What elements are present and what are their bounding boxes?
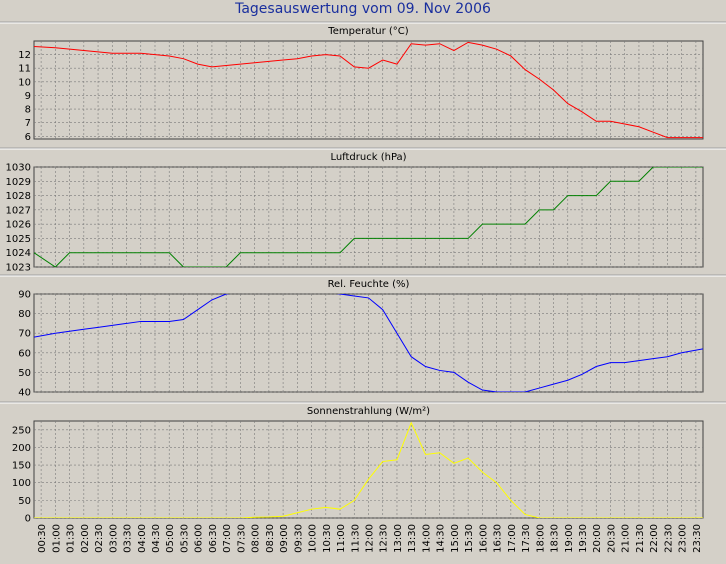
y-tick-label: 12 [18, 50, 31, 61]
x-tick-label: 19:30 [578, 524, 589, 553]
y-tick-label: 6 [25, 132, 31, 143]
series-line [34, 167, 703, 267]
y-tick-label: 10 [18, 77, 31, 88]
x-tick-label: 20:00 [592, 524, 603, 553]
x-tick-label: 21:00 [621, 524, 632, 553]
chart-title: Luftdruck (hPa) [330, 152, 406, 163]
y-tick-label: 0 [25, 514, 31, 525]
y-tick-label: 1023 [6, 263, 31, 274]
x-tick-label: 10:30 [322, 524, 333, 553]
x-tick-label: 18:30 [550, 524, 561, 553]
x-tick-label: 10:00 [308, 524, 319, 553]
x-tick-label: 18:00 [535, 524, 546, 553]
y-tick-label: 50 [18, 496, 31, 507]
x-tick-label: 04:00 [137, 524, 148, 553]
y-tick-label: 7 [25, 118, 31, 129]
y-tick-label: 8 [25, 105, 31, 116]
x-tick-label: 13:00 [393, 524, 404, 553]
x-tick-label: 15:00 [450, 524, 461, 553]
x-tick-label: 04:30 [151, 524, 162, 553]
x-tick-label: 09:00 [279, 524, 290, 553]
chart-title: Rel. Feuchte (%) [328, 279, 410, 290]
x-tick-label: 12:30 [379, 524, 390, 553]
x-tick-label: 08:00 [251, 524, 262, 553]
y-tick-label: 60 [18, 348, 31, 359]
x-tick-label: 03:30 [123, 524, 134, 553]
y-tick-label: 150 [12, 461, 31, 472]
x-tick-label: 11:00 [336, 524, 347, 553]
x-tick-label: 14:00 [421, 524, 432, 553]
y-tick-label: 250 [12, 425, 31, 436]
x-tick-label: 11:30 [350, 524, 361, 553]
x-tick-label: 19:00 [564, 524, 575, 553]
y-tick-label: 100 [12, 478, 31, 489]
x-tick-label: 06:00 [194, 524, 205, 553]
x-tick-label: 23:00 [678, 524, 689, 553]
x-tick-label: 02:30 [94, 524, 105, 553]
x-tick-label: 20:30 [606, 524, 617, 553]
x-tick-label: 07:30 [236, 524, 247, 553]
x-tick-label: 22:00 [649, 524, 660, 553]
y-tick-label: 50 [18, 368, 31, 379]
x-tick-label: 13:30 [407, 524, 418, 553]
y-tick-label: 1029 [6, 177, 31, 188]
x-tick-label: 01:00 [51, 524, 62, 553]
x-tick-label: 03:00 [108, 524, 119, 553]
y-tick-label: 1028 [6, 191, 31, 202]
x-tick-label: 07:00 [222, 524, 233, 553]
y-tick-label: 1027 [6, 205, 31, 216]
x-tick-label: 16:30 [493, 524, 504, 553]
x-tick-label: 16:00 [478, 524, 489, 553]
x-tick-label: 22:30 [663, 524, 674, 553]
x-tick-label: 14:30 [436, 524, 447, 553]
y-tick-label: 1025 [6, 234, 31, 245]
x-tick-label: 15:30 [464, 524, 475, 553]
x-tick-label: 01:30 [66, 524, 77, 553]
x-tick-label: 02:00 [80, 524, 91, 553]
x-tick-label: 17:00 [507, 524, 518, 553]
series-line [34, 294, 703, 392]
x-tick-label: 05:30 [179, 524, 190, 553]
y-tick-label: 11 [18, 64, 31, 75]
y-tick-label: 40 [18, 388, 31, 399]
x-tick-label: 21:30 [635, 524, 646, 553]
chart-title: Sonnenstrahlung (W/m²) [307, 406, 430, 417]
y-tick-label: 70 [18, 329, 31, 340]
y-tick-label: 1026 [6, 220, 31, 231]
chart-title: Temperatur (°C) [327, 26, 408, 37]
y-tick-label: 1030 [6, 163, 31, 174]
x-tick-label: 12:00 [365, 524, 376, 553]
x-tick-label: 09:30 [293, 524, 304, 553]
y-tick-label: 1024 [6, 248, 31, 259]
y-tick-label: 90 [18, 290, 31, 301]
x-tick-label: 05:00 [165, 524, 176, 553]
y-tick-label: 9 [25, 91, 31, 102]
x-tick-label: 23:30 [692, 524, 703, 553]
y-tick-label: 80 [18, 309, 31, 320]
x-tick-label: 17:30 [521, 524, 532, 553]
x-tick-label: 00:30 [37, 524, 48, 553]
page-title: Tagesauswertung vom 09. Nov 2006 [235, 1, 491, 17]
x-tick-label: 06:30 [208, 524, 219, 553]
series-line [34, 421, 703, 518]
x-tick-label: 08:30 [265, 524, 276, 553]
series-line [34, 41, 703, 139]
y-tick-label: 200 [12, 443, 31, 454]
